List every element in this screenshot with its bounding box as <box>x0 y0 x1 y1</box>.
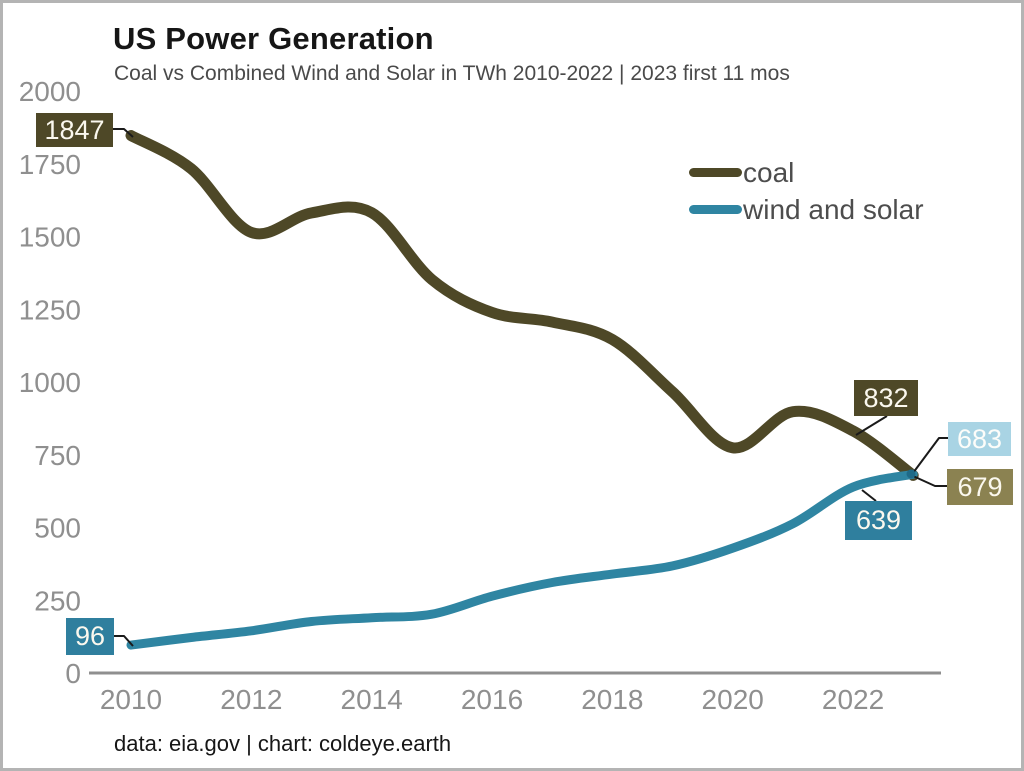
endpoint-marker <box>906 469 916 479</box>
y-axis-tick-label: 500 <box>34 513 81 544</box>
chart-footer: data: eia.gov | chart: coldeye.earth <box>114 731 452 756</box>
legend-label-wind-solar: wind and solar <box>743 193 924 225</box>
wind-solar-line-swatch-icon <box>689 205 742 214</box>
x-axis-tick-label: 2022 <box>822 684 884 715</box>
value-label-wind-2023: 683 <box>948 422 1011 456</box>
value-label-coal-2010: 1847 <box>36 113 113 147</box>
chart-title: US Power Generation <box>113 21 434 56</box>
x-axis-tick-label: 2014 <box>341 684 403 715</box>
y-axis-tick-label: 1000 <box>19 367 81 398</box>
callout-line <box>912 437 948 474</box>
x-axis-tick-label: 2012 <box>220 684 282 715</box>
legend-item-coal: coal <box>689 154 924 191</box>
value-label-coal-2023: 679 <box>947 469 1013 505</box>
legend-label-coal: coal <box>743 156 795 188</box>
x-axis-tick-label: 2018 <box>581 684 643 715</box>
value-label-wind-2010: 96 <box>66 618 114 655</box>
value-label-wind-2022: 639 <box>845 501 912 540</box>
y-axis-tick-label: 750 <box>34 440 81 471</box>
y-axis-tick-label: 1250 <box>19 294 81 325</box>
callout-line <box>113 128 134 138</box>
y-axis-tick-label: 2000 <box>19 76 81 107</box>
chart-subtitle: Coal vs Combined Wind and Solar in TWh 2… <box>114 62 790 85</box>
legend-item-wind-solar: wind and solar <box>689 191 924 228</box>
plot-area: 0 250 500 750 1000 1250 1500 1750 2000 2010 2012 20… <box>19 76 948 715</box>
coal-line-swatch-icon <box>689 168 742 177</box>
callout-line <box>114 635 134 647</box>
y-axis-tick-label: 1750 <box>19 149 81 180</box>
x-axis-tick-label: 2010 <box>100 684 162 715</box>
callout-line <box>912 475 947 487</box>
value-label-coal-2022: 832 <box>854 380 918 416</box>
callout-line <box>855 415 888 436</box>
callout-line <box>861 489 877 502</box>
y-axis-tick-label: 1500 <box>19 222 81 253</box>
coal-line <box>125 130 919 481</box>
legend: coal wind and solar <box>689 154 924 228</box>
wind-solar-line <box>126 469 918 650</box>
x-axis-tick-label: 2020 <box>702 684 764 715</box>
x-axis-tick-label: 2016 <box>461 684 523 715</box>
y-axis-tick-label: 250 <box>34 585 81 616</box>
y-axis-tick-label: 0 <box>65 658 81 689</box>
